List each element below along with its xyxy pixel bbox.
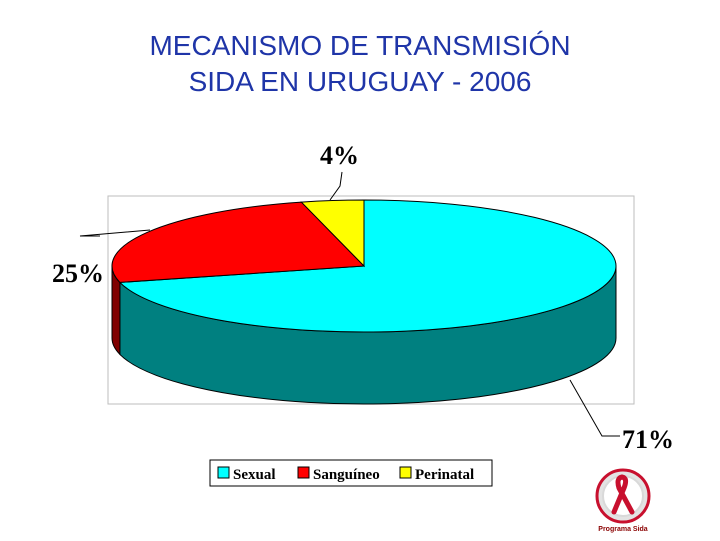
legend-label-perinatal: Perinatal xyxy=(415,467,474,483)
logo-caption: Programa Sida xyxy=(598,526,648,533)
legend-label-sanguíneo: Sanguíneo xyxy=(313,467,380,483)
pie-slice-sexual xyxy=(118,199,617,333)
programa-sida-logo: Programa Sida xyxy=(586,462,686,536)
data-label-sanguíneo: 25% xyxy=(52,259,104,288)
pie-slice-sanguíneo xyxy=(111,201,366,283)
leader-line-sanguíneo xyxy=(79,229,151,237)
red-ribbon-icon xyxy=(595,468,651,524)
legend-swatch-sexual xyxy=(217,466,230,479)
legend-label-sexual: Sexual xyxy=(233,467,276,483)
title-line-2: SIDA EN URUGUAY - 2006 xyxy=(188,66,532,97)
pie-slice-perinatal xyxy=(300,199,365,268)
pie-tops xyxy=(111,199,617,333)
legend: Sexual Sanguíneo Perinatal xyxy=(209,459,493,487)
data-label-perinatal: 4% xyxy=(320,141,359,170)
title-line-1: MECANISMO DE TRANSMISIÓN xyxy=(149,30,571,61)
data-label-sexual: 71% xyxy=(622,425,674,454)
pie-labels: 71% 25% 4% xyxy=(52,141,674,454)
legend-box xyxy=(209,459,493,487)
legend-swatch-perinatal xyxy=(399,466,412,479)
leader-line-sexual xyxy=(569,379,620,437)
chart-title: MECANISMO DE TRANSMISIÓN SIDA EN URUGUAY… xyxy=(0,28,720,100)
leader-line-perinatal xyxy=(329,171,343,201)
legend-swatch-sanguíneo xyxy=(297,466,310,479)
